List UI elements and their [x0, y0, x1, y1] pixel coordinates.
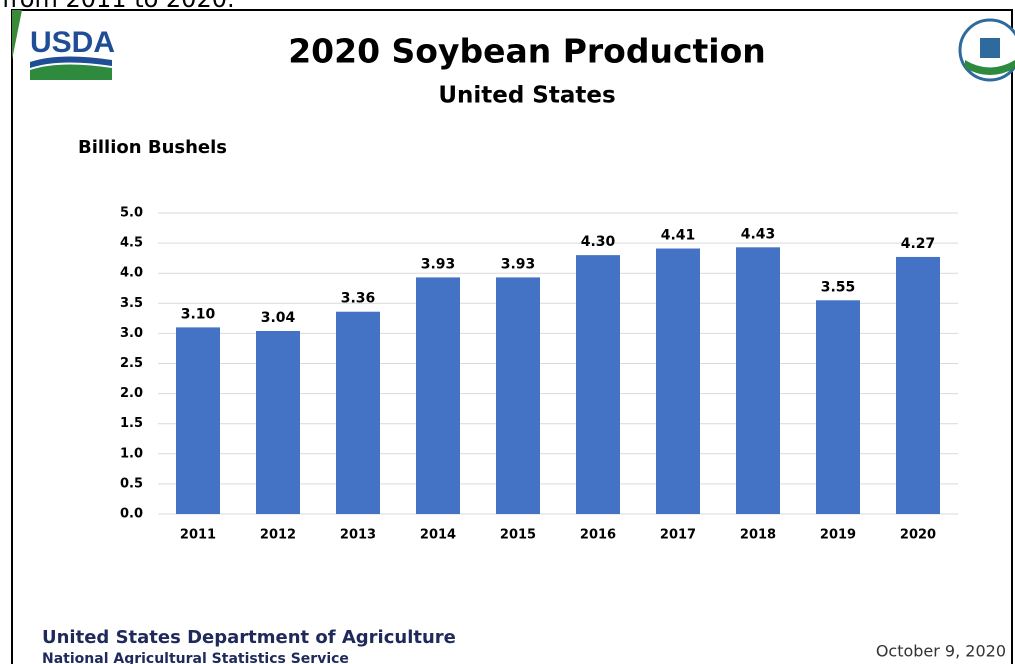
x-tick-label: 2015 — [500, 528, 536, 543]
logo-wave — [30, 56, 112, 68]
value-label: 4.27 — [901, 236, 936, 252]
bar — [256, 330, 300, 514]
slide-frame — [11, 9, 1013, 664]
bar — [736, 247, 780, 514]
x-tick-label: 2018 — [740, 528, 776, 543]
x-tick-label: 2016 — [580, 528, 616, 543]
logo-barn — [980, 38, 1000, 58]
value-label: 3.36 — [341, 291, 376, 307]
ag-counts-logo — [958, 18, 1015, 82]
footer-date: October 9, 2020 — [876, 642, 1006, 661]
y-tick-label: 0.5 — [120, 476, 143, 491]
y-tick-label: 1.5 — [120, 416, 143, 431]
x-tick-label: 2014 — [420, 528, 456, 543]
logo-wave — [30, 64, 112, 80]
value-label: 3.93 — [421, 256, 456, 272]
bar — [416, 277, 460, 514]
bar — [816, 300, 860, 514]
chart-title: 2020 Soybean Production — [288, 32, 766, 71]
x-tick-label: 2013 — [340, 528, 376, 543]
y-tick-label: 3.5 — [120, 296, 143, 311]
value-label: 4.30 — [581, 234, 616, 250]
logo-text: USDA — [30, 26, 115, 59]
corner-accent — [12, 10, 22, 60]
y-axis-label: Billion Bushels — [78, 137, 227, 158]
bar — [656, 248, 700, 514]
value-label: 3.93 — [501, 256, 536, 272]
y-tick-label: 3.0 — [120, 326, 143, 341]
footer-agency: United States Department of Agriculture — [42, 627, 456, 648]
bar — [176, 327, 220, 514]
y-tick-label: 0.0 — [120, 507, 143, 522]
footer-service: National Agricultural Statistics Service — [42, 651, 349, 664]
y-tick-label: 5.0 — [120, 206, 143, 221]
y-tick-label: 2.5 — [120, 356, 143, 371]
x-tick-label: 2017 — [660, 528, 696, 543]
x-tick-label: 2011 — [180, 528, 216, 543]
caption: from 2011 to 2020. — [2, 0, 235, 13]
logo-field — [965, 60, 1015, 75]
plot: 0.0 0.5 1.0 1.5 2.0 2.5 3.0 3.5 4.0 4.5 5.0 3.10 201… — [120, 206, 958, 543]
x-tick-label: 2019 — [820, 528, 856, 543]
bar — [336, 311, 380, 514]
x-tick-label: 2020 — [900, 528, 936, 543]
y-tick-label: 4.5 — [120, 236, 143, 251]
value-label: 3.10 — [181, 306, 216, 322]
x-tick-label: 2012 — [260, 528, 296, 543]
usda-logo: USDA — [30, 26, 115, 80]
bar — [576, 255, 620, 514]
value-label: 3.04 — [261, 310, 296, 326]
value-label: 3.55 — [821, 279, 856, 295]
value-label: 4.41 — [661, 228, 696, 244]
y-tick-label: 2.0 — [120, 386, 143, 401]
y-tick-label: 1.0 — [120, 446, 143, 461]
value-label: 4.43 — [741, 226, 776, 242]
bar — [496, 277, 540, 514]
bar — [896, 256, 940, 514]
y-tick-label: 4.0 — [120, 266, 143, 281]
chart-subtitle: United States — [438, 83, 615, 109]
